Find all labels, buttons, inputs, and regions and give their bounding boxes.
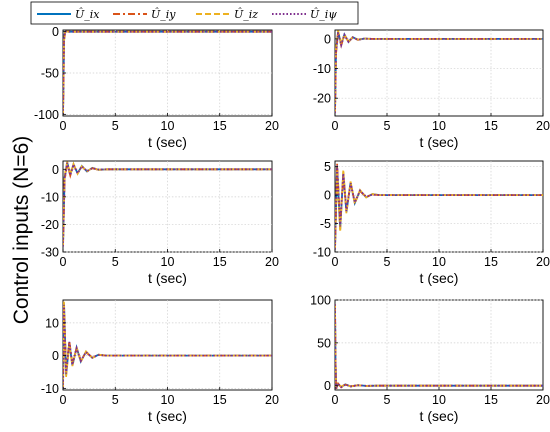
subplot-6: 0 5 10 15 20 0 50 100 t (sec) [310,294,550,425]
x-tick-label: 5 [384,255,391,269]
series-line-4 [335,32,543,114]
x-tick-label: 10 [432,119,446,133]
y-tick-label: 50 [317,336,331,350]
y-tick-label: -10 [313,62,331,76]
y-tick-label: 0 [52,163,59,177]
x-axis-label: t (sec) [420,270,459,286]
x-tick-label: 20 [536,255,550,269]
series-line-3 [335,169,543,250]
y-tick-label: -20 [41,218,59,232]
legend: Û_ix Û_iy Û_iz Û_iψ [30,1,359,25]
y-tick-label: -10 [41,382,59,396]
figure-y-label: Control inputs (N=6) [10,136,33,325]
x-tick-label: 20 [536,119,550,133]
x-tick-label: 5 [112,119,119,133]
plot-area [334,299,544,391]
x-tick-label: 0 [60,119,67,133]
x-tick-label: 15 [213,119,227,133]
legend-label-1: Û_ix [75,7,100,21]
y-tick-label: -10 [313,246,331,260]
y-tick-label: -20 [313,92,331,106]
x-tick-label: 15 [213,255,227,269]
y-tick-label: 0 [52,349,59,363]
x-axis-label: t (sec) [420,408,459,424]
x-tick-label: 5 [384,119,391,133]
series-line-4 [63,30,272,115]
y-tick-label: 0 [324,379,331,393]
x-tick-label: 20 [536,393,550,407]
y-tick-label: 0 [324,189,331,203]
y-tick-label: -10 [41,190,59,204]
subplot-3: 0 5 10 15 20 -30 -20 -10 0 t (sec) [41,160,279,286]
plot-area [62,299,273,391]
y-tick-label: -30 [41,246,59,260]
legend-label-3: Û_iz [234,7,258,21]
x-tick-label: 0 [60,255,67,269]
x-tick-label: 15 [484,119,498,133]
legend-label-2: Û_iy [151,7,176,21]
series-line-4 [335,304,543,390]
x-tick-label: 0 [332,119,339,133]
series-line-4 [63,304,272,389]
y-tick-label: -50 [41,67,59,81]
x-tick-label: 15 [213,393,227,407]
legend-label-4: Û_iψ [310,7,337,21]
series-line-4 [335,165,543,250]
x-axis-label: t (sec) [148,408,187,424]
x-axis-label: t (sec) [148,270,187,286]
y-tick-label: 0 [52,25,59,39]
y-tick-label: -100 [34,108,59,122]
x-tick-label: 20 [265,255,279,269]
x-tick-label: 5 [112,393,119,407]
x-tick-label: 10 [161,393,175,407]
x-tick-label: 15 [484,393,498,407]
x-tick-label: 5 [384,393,391,407]
x-tick-label: 20 [265,119,279,133]
x-tick-label: 20 [265,393,279,407]
x-tick-label: 0 [332,255,339,269]
legend-box [30,1,359,25]
y-tick-label: 100 [310,294,331,308]
x-tick-label: 10 [161,255,175,269]
x-tick-label: 15 [484,255,498,269]
x-axis-label: t (sec) [148,134,187,150]
subplot-2: 0 5 10 15 20 -20 -10 0 t (sec) [313,29,550,150]
x-tick-label: 0 [60,393,67,407]
subplot-4: 0 5 10 15 20 -10 -5 0 5 t (sec) [313,160,550,286]
x-tick-label: 0 [332,393,339,407]
x-axis-label: t (sec) [420,134,459,150]
y-tick-label: -5 [320,217,331,231]
subplot-1: 0 5 10 15 20 -100 -50 0 t (sec) [34,25,279,150]
y-tick-label: 5 [324,160,331,174]
plot-area [334,160,544,253]
x-tick-label: 10 [161,119,175,133]
x-tick-label: 10 [432,393,446,407]
x-tick-label: 10 [432,255,446,269]
series-line-3 [63,161,272,247]
y-tick-label: 0 [324,32,331,46]
x-tick-label: 5 [112,255,119,269]
y-tick-label: 10 [45,316,59,330]
